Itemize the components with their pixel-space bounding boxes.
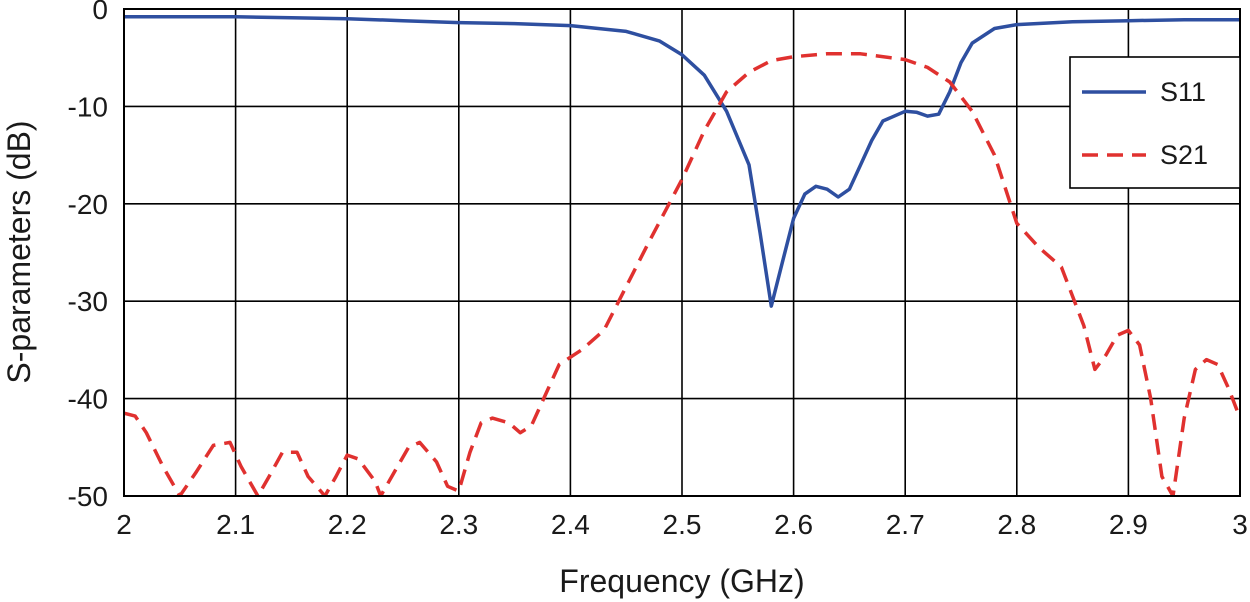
- x-tick-labels: 2 2.1 2.2 2.3 2.4 2.5 2.6 2.7 2.8 2.9 3: [116, 509, 1248, 540]
- x-tick-label: 2.9: [1109, 509, 1148, 540]
- y-axis-title: S-parameters (dB): [1, 120, 37, 383]
- plot-frame: [123, 8, 1241, 497]
- y-tick-label: -50: [68, 481, 108, 512]
- y-tick-labels: 0 -10 -20 -30 -40 -50: [68, 0, 108, 512]
- legend: S11 S21: [1069, 56, 1241, 189]
- legend-label-s21: S21: [1160, 140, 1208, 170]
- y-tick-label: -10: [68, 91, 108, 122]
- x-tick-label: 2.4: [551, 509, 590, 540]
- x-tick-label: 2.8: [997, 509, 1036, 540]
- y-tick-label: -20: [68, 189, 108, 220]
- y-tick-label: 0: [92, 0, 108, 25]
- x-tick-label: 2.1: [216, 509, 255, 540]
- x-tick-label: 3: [1232, 509, 1248, 540]
- x-tick-label: 2.6: [774, 509, 813, 540]
- x-tick-label: 2.7: [886, 509, 925, 540]
- legend-label-s11: S11: [1160, 77, 1206, 107]
- grid: [124, 9, 1240, 496]
- x-tick-label: 2.5: [663, 509, 702, 540]
- x-tick-label: 2.2: [328, 509, 367, 540]
- x-tick-label: 2: [116, 509, 132, 540]
- x-tick-label: 2.3: [439, 509, 478, 540]
- plot-series: [124, 15, 1240, 496]
- series-line-s11: [124, 15, 1240, 308]
- legend-box: [1069, 56, 1241, 189]
- y-tick-label: -30: [68, 286, 108, 317]
- y-tick-label: -40: [68, 384, 108, 415]
- x-axis-title: Frequency (GHz): [559, 563, 804, 599]
